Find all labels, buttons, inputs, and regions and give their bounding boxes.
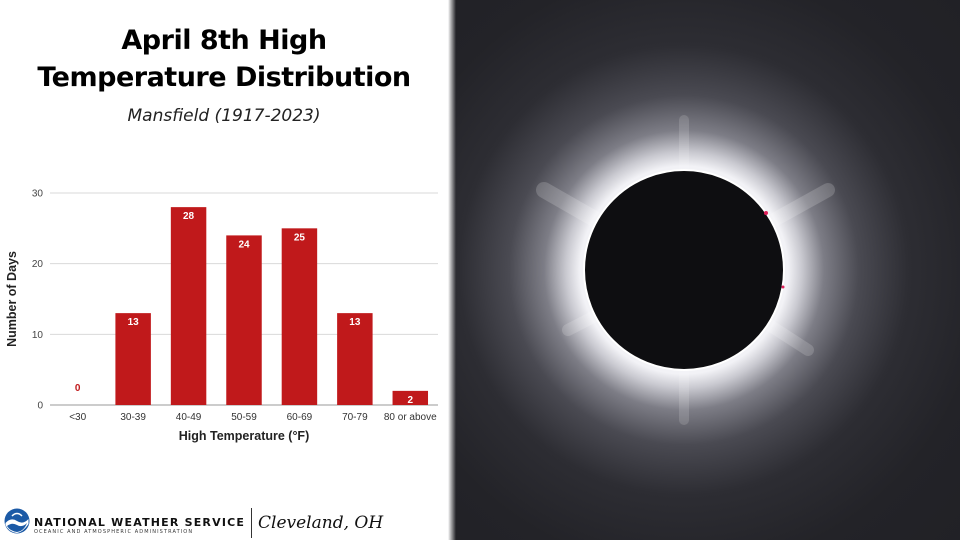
data-label: 13 — [128, 317, 140, 328]
x-axis-label: High Temperature (°F) — [179, 429, 309, 443]
x-tick-label: 70-79 — [342, 412, 368, 423]
bar — [281, 228, 318, 405]
bar — [226, 235, 262, 405]
data-label: 24 — [238, 239, 250, 250]
chart-subtitle: Mansfield (1917-2023) — [127, 106, 321, 126]
y-axis-label: Number of Days — [5, 251, 19, 347]
bar-chart: 0 10 20 30 0 <30 13 30-39 28 40-49 24 50-59 25 60-69 1… — [5, 189, 438, 443]
bar — [337, 313, 373, 405]
title-line-2: Temperature Distribution — [37, 62, 411, 93]
eclipse-photo — [448, 0, 960, 540]
y-tick-label: 20 — [32, 259, 44, 270]
x-tick-label: 30-39 — [120, 412, 146, 423]
prominence-dot-2 — [781, 285, 785, 289]
footer-divider — [251, 508, 252, 538]
x-tick-label: 60-69 — [287, 412, 313, 423]
y-tick-label: 10 — [32, 330, 44, 341]
data-label: 2 — [408, 395, 414, 406]
x-tick-label: <30 — [69, 412, 86, 423]
y-tick-label: 30 — [32, 189, 44, 200]
moon-disk — [583, 169, 785, 371]
title-line-1: April 8th High — [121, 25, 327, 56]
chart-title: April 8th High Temperature Distribution — [0, 22, 448, 96]
data-label: 25 — [294, 232, 306, 243]
y-tick-label: 0 — [37, 401, 43, 412]
data-label: 13 — [349, 317, 361, 328]
bar — [392, 390, 429, 405]
x-tick-label: 50-59 — [231, 412, 257, 423]
chart-panel: April 8th High Temperature Distribution … — [0, 0, 448, 540]
footer: NATIONAL WEATHER SERVICE OCEANIC AND ATM… — [0, 506, 448, 540]
bar — [115, 313, 151, 405]
x-tick-label: 40-49 — [176, 412, 202, 423]
data-label: 0 — [75, 383, 81, 394]
data-label: 28 — [183, 211, 195, 222]
prominence-dot — [764, 211, 768, 215]
noaa-logo-icon — [4, 508, 30, 534]
x-tick-label: 80 or above — [384, 412, 437, 423]
office-name: Cleveland, OH — [258, 513, 384, 533]
agency-name: NATIONAL WEATHER SERVICE — [34, 516, 246, 529]
bar — [170, 207, 207, 405]
eclipse-image — [536, 115, 835, 425]
agency-subtitle: OCEANIC AND ATMOSPHERIC ADMINISTRATION — [34, 529, 194, 535]
